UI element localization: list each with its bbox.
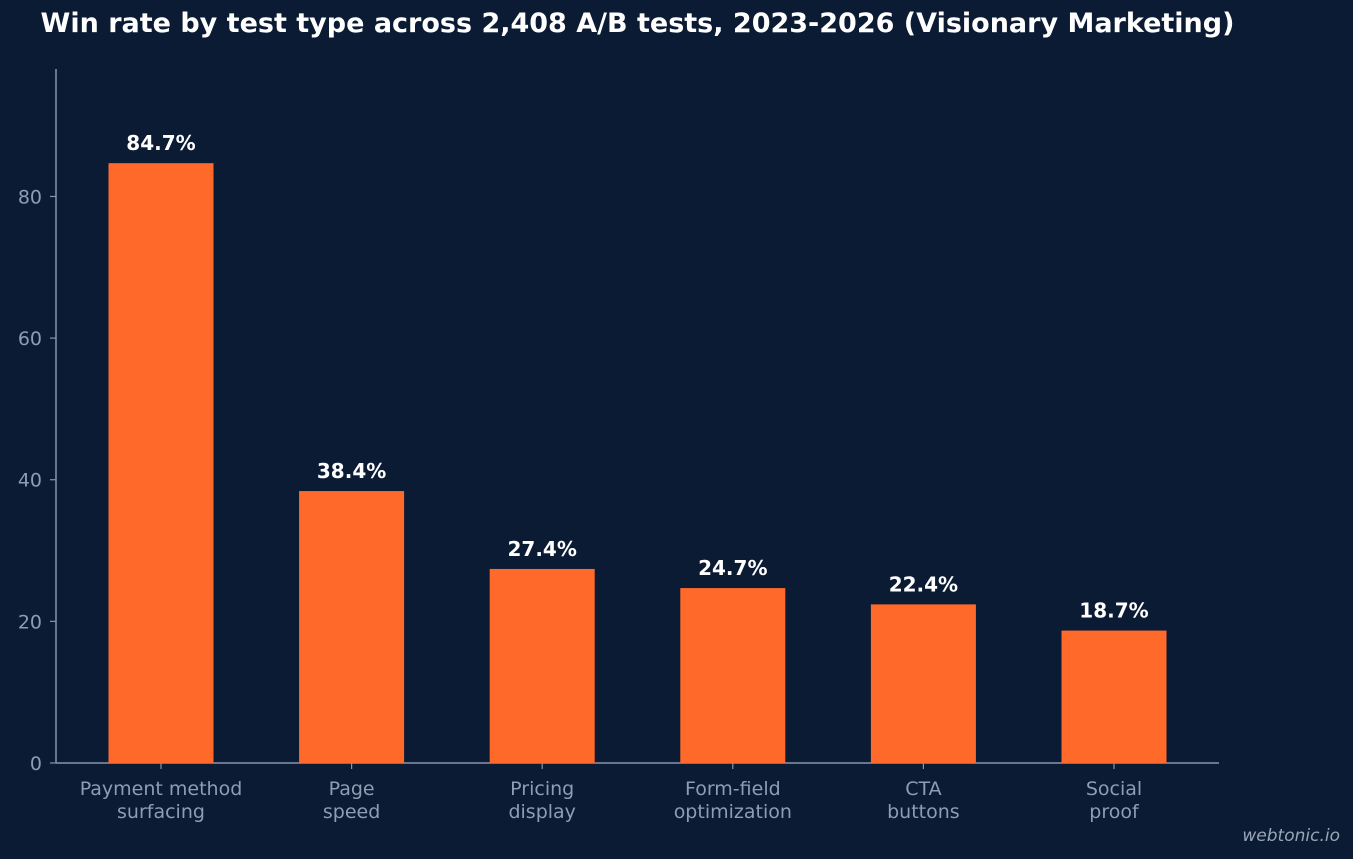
y-tick-label: 20	[18, 611, 42, 633]
x-tick-label: Pricing display	[508, 778, 575, 823]
y-tick-label: 0	[30, 753, 42, 775]
bar	[870, 604, 976, 763]
watermark: webtonic.io	[1242, 826, 1340, 846]
bar	[299, 491, 405, 763]
bar	[108, 163, 214, 763]
data-label: 38.4%	[317, 459, 386, 483]
data-label: 18.7%	[1079, 599, 1148, 623]
bar	[489, 568, 595, 763]
x-tick-label: CTA buttons	[887, 778, 960, 823]
y-tick-label: 40	[18, 470, 42, 492]
x-tick-label: Payment method surfacing	[80, 778, 243, 823]
bar	[1061, 630, 1167, 763]
bar	[680, 588, 786, 763]
chart-title: Win rate by test type across 2,408 A/B t…	[40, 8, 1235, 39]
data-label: 22.4%	[889, 572, 958, 596]
x-tick-label: Form-field optimization	[674, 778, 792, 823]
y-tick-label: 60	[18, 328, 42, 350]
x-tick-label: Page speed	[323, 778, 380, 823]
data-label: 84.7%	[126, 131, 195, 155]
y-tick-label: 80	[18, 186, 42, 208]
data-label: 27.4%	[508, 537, 577, 561]
x-tick-label: Social proof	[1086, 778, 1142, 823]
data-label: 24.7%	[698, 556, 767, 580]
